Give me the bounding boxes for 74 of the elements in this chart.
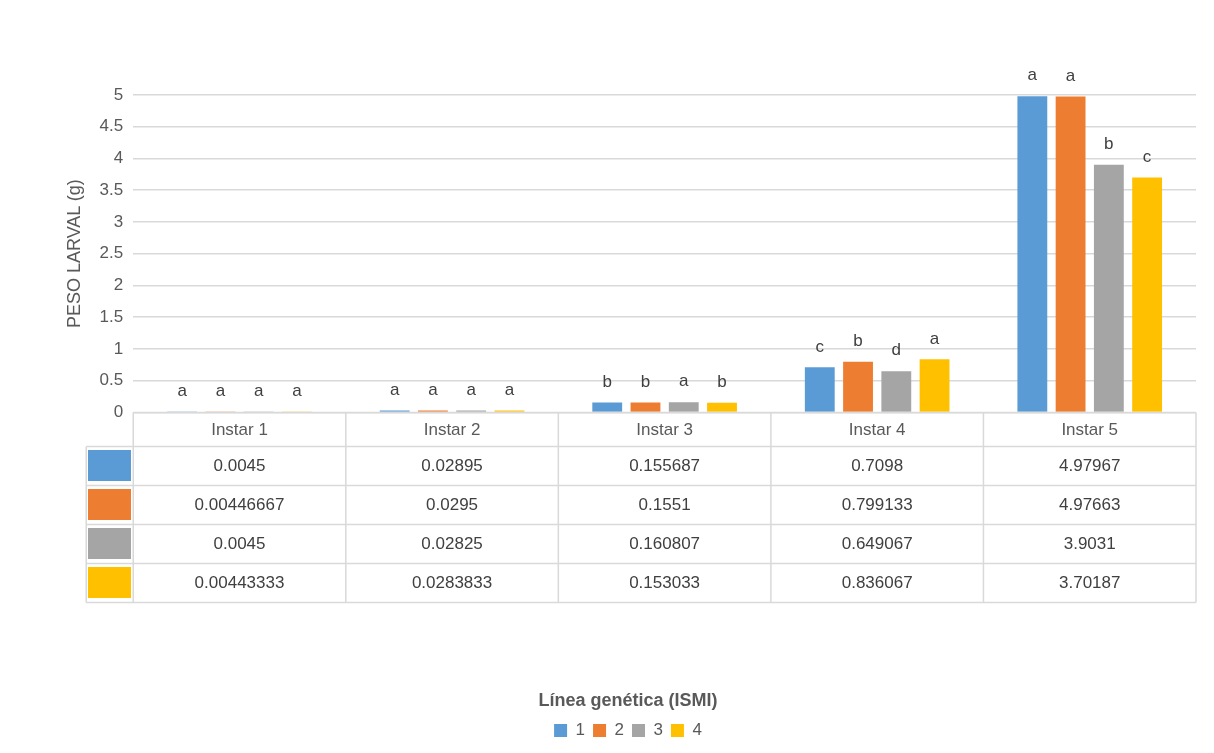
annotation: a: [177, 381, 188, 401]
bar: [592, 402, 623, 412]
data-label: 0.153033: [629, 572, 701, 592]
bar: [843, 361, 873, 412]
data-label: 0.0045: [213, 455, 266, 475]
bar: [707, 402, 737, 412]
legend-label: 1: [575, 720, 586, 740]
text: a: [1027, 65, 1038, 85]
data-label: 0.155687: [629, 455, 701, 475]
annotation: b: [1104, 133, 1114, 153]
data-label: 0.7098: [851, 455, 904, 475]
annotation: b: [640, 371, 651, 391]
annotation: d: [891, 340, 902, 360]
y-tick-label: 4: [113, 148, 124, 168]
x-tick-label: Instar 5: [1061, 420, 1119, 440]
annotation: b: [853, 330, 863, 350]
bar: [881, 371, 912, 412]
y-tick-label: 3.5: [99, 179, 124, 199]
data-label: 3.9031: [1063, 533, 1116, 553]
annotation: a: [504, 379, 515, 399]
y-tick-label: 1.5: [99, 306, 124, 326]
bar: [919, 359, 950, 412]
data-label: 0.649067: [841, 533, 913, 553]
y-tick-label: 0.5: [99, 370, 124, 390]
annotation: a: [389, 379, 400, 399]
bar: [804, 367, 835, 412]
x-tick-label: Instar 2: [423, 420, 481, 440]
y-tick-label: 2.5: [99, 243, 124, 263]
annotation: a: [292, 381, 303, 401]
legend-label: 3: [653, 720, 663, 740]
annotation: b: [602, 371, 612, 391]
data-label: 0.0295: [426, 494, 479, 514]
bar: [1093, 164, 1124, 412]
data-label: 0.160807: [629, 533, 701, 553]
y-tick-label: 5: [113, 84, 124, 104]
data-label: 3.70187: [1059, 572, 1121, 592]
data-label: 0.00446667: [194, 494, 285, 514]
annotation: a: [929, 328, 940, 348]
data-label: 0.799133: [841, 494, 913, 514]
data-label: 0.0283833: [411, 572, 493, 592]
data-label: 4.97967: [1059, 455, 1121, 475]
legend-label: 2: [614, 720, 625, 740]
y-tick-label: 4.5: [99, 116, 124, 136]
data-label: 0.00443333: [194, 572, 285, 592]
annotation: c: [815, 336, 825, 356]
y-tick-label: 2: [113, 275, 124, 295]
annotation: a: [253, 381, 264, 401]
data-label: 4.97663: [1059, 494, 1121, 514]
x-tick-label: Instar 3: [636, 420, 693, 440]
annotation: b: [717, 371, 727, 391]
data-label: 0.836067: [841, 572, 913, 592]
data-label: 0.02895: [421, 455, 483, 475]
legend-label: 4: [692, 720, 702, 740]
annotation: a: [215, 381, 226, 401]
bar: [1132, 177, 1163, 412]
annotation: c: [1142, 146, 1152, 166]
x-tick-label: Instar 1: [211, 420, 268, 440]
annotation: a: [679, 371, 690, 391]
data-label: 0.0045: [213, 533, 266, 553]
text: a: [1065, 65, 1076, 85]
bar: [668, 402, 699, 412]
y-axis-title: PESO LARVAL (g): [63, 179, 84, 329]
legend-title: Línea genética (ISMI): [538, 690, 718, 711]
y-tick-label: 3: [113, 211, 124, 231]
y-tick-label: 1: [113, 338, 124, 358]
annotation: a: [428, 379, 439, 399]
annotation: a: [466, 379, 477, 399]
x-tick-label: Instar 4: [848, 420, 906, 440]
bar: [1055, 96, 1086, 412]
bar: [630, 402, 661, 412]
data-label: 0.02825: [421, 533, 483, 553]
y-tick-label: 0: [113, 402, 124, 422]
bar: [1017, 96, 1048, 412]
data-label: 0.1551: [638, 494, 691, 514]
